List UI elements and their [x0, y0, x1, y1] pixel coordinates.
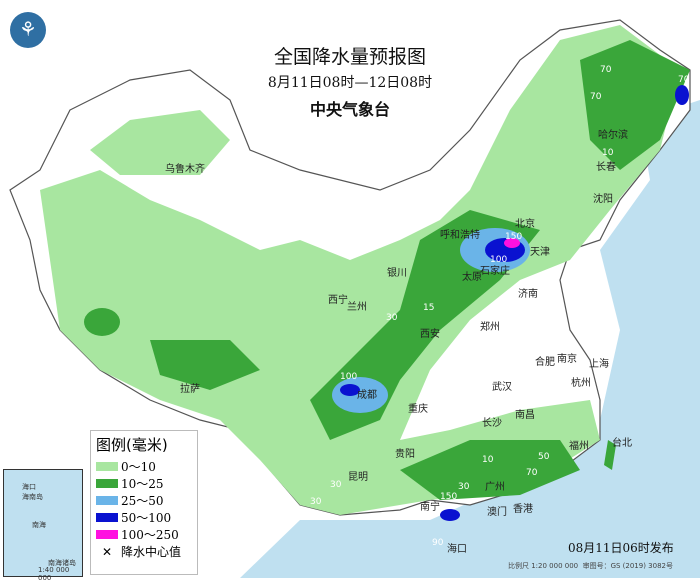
- cma-logo: ⚘: [10, 12, 46, 48]
- inset-label: 海南岛: [22, 493, 43, 501]
- rain-center-value: 70: [590, 92, 602, 102]
- legend-swatch: [96, 530, 118, 539]
- rain-center-value: 100: [340, 372, 358, 382]
- legend-label: 降水中心值: [121, 545, 182, 559]
- rain-0-10-north: [90, 110, 230, 175]
- rain-center-value: 15: [423, 303, 435, 313]
- rain-50-100-sc: [340, 384, 360, 396]
- legend-title: 图例(毫米): [96, 436, 168, 454]
- city-label: 兰州: [347, 302, 367, 313]
- rain-center-value: 50: [538, 452, 550, 462]
- city-label: 乌鲁木齐: [165, 164, 205, 175]
- legend-label: 100～250: [121, 528, 179, 542]
- city-label: 上海: [589, 359, 609, 370]
- legend-item: 50～100: [96, 509, 192, 526]
- legend-swatch: [96, 479, 118, 488]
- rain-center-value: 30: [330, 480, 342, 490]
- legend-swatch: [96, 496, 118, 505]
- approval-number: 审图号：GS (2019) 3082号: [582, 562, 673, 570]
- city-label: 北京: [515, 219, 535, 230]
- city-label: 澳门: [487, 507, 507, 518]
- inset-label: 海口: [22, 483, 36, 491]
- legend-item: 100～250: [96, 526, 192, 543]
- legend-item: 25～50: [96, 492, 192, 509]
- city-label: 南宁: [420, 502, 440, 513]
- city-label: 郑州: [480, 322, 500, 333]
- rain-center-value: 100: [490, 255, 508, 265]
- rain-center-value: 150: [505, 232, 523, 242]
- scale-approval: 比例尺 1:20 000 000 审图号：GS (2019) 3082号: [508, 561, 673, 571]
- south-china-sea-inset: 海口 海南岛 南海 南海诸岛 1:40 000 000: [3, 469, 83, 582]
- legend-item: 0～10: [96, 458, 192, 475]
- legend-label: 50～100: [121, 511, 172, 525]
- rain-center-value: 90: [432, 538, 444, 548]
- rain-center-value: 70: [600, 65, 612, 75]
- city-label: 沈阳: [593, 194, 613, 205]
- city-label: 南京: [557, 354, 577, 365]
- city-label: 天津: [530, 247, 550, 258]
- city-label: 昆明: [348, 472, 368, 483]
- legend-swatch: [96, 513, 118, 522]
- city-label: 武汉: [492, 382, 512, 393]
- rain-center-value: 30: [386, 313, 398, 323]
- rain-center-value: 10: [602, 148, 614, 158]
- rain-center-value: 70: [678, 75, 690, 85]
- legend: 图例(毫米) 0～10 10～25 25～50 50～100 100～250 ✕ 降水中心…: [90, 430, 198, 575]
- rain-50-100-ne: [675, 85, 689, 105]
- legend-label: 0～10: [121, 460, 156, 474]
- city-label: 贵阳: [395, 449, 415, 460]
- city-label: 呼和浩特: [440, 230, 480, 241]
- rain-10-25-tibet: [150, 340, 260, 390]
- rain-0-10: [40, 25, 680, 515]
- issuer: 中央气象台: [309, 100, 390, 119]
- inset-label: 1:40 000 000: [38, 566, 70, 582]
- forecast-period: 8月11日08时—12日08时: [267, 75, 433, 91]
- rain-center-value: 70: [526, 468, 538, 478]
- rain-center-value: 10: [482, 455, 494, 465]
- city-label: 南昌: [515, 410, 535, 421]
- city-label: 拉萨: [180, 384, 200, 395]
- rain-10-25-south: [400, 440, 580, 500]
- city-label: 台北: [612, 438, 632, 449]
- inset-label: 南海: [32, 521, 46, 529]
- x-mark-icon: ✕: [101, 544, 113, 559]
- rain-center-value: 150: [440, 492, 458, 502]
- rain-center-value: 30: [458, 482, 470, 492]
- legend-item-center: ✕ 降水中心值: [96, 543, 192, 560]
- rain-50-100-south: [440, 509, 460, 521]
- city-label: 成都: [357, 390, 377, 401]
- city-label: 合肥: [535, 357, 555, 368]
- sea: [240, 100, 700, 578]
- city-label: 杭州: [571, 378, 591, 389]
- city-label: 长春: [596, 162, 616, 173]
- legend-label: 10～25: [121, 477, 164, 491]
- city-label: 哈尔滨: [598, 130, 628, 141]
- scale: 比例尺 1:20 000 000: [508, 562, 579, 570]
- legend-item: 10～25: [96, 475, 192, 492]
- legend-label: 25～50: [121, 494, 164, 508]
- city-label: 长沙: [482, 418, 502, 429]
- city-label: 广州: [485, 482, 505, 493]
- city-label: 银川: [387, 268, 407, 279]
- city-label: 海口: [447, 544, 467, 555]
- city-label: 福州: [569, 441, 589, 452]
- city-label: 重庆: [408, 404, 428, 415]
- taiwan: [604, 440, 616, 470]
- inset-label: 南海诸岛: [48, 559, 76, 567]
- rain-10-25-ne: [580, 40, 690, 170]
- city-label: 西安: [420, 329, 440, 340]
- rain-10-25-west: [84, 308, 120, 336]
- map-title: 全国降水量预报图: [273, 46, 426, 68]
- rain-100-250-north: [504, 238, 520, 248]
- city-label: 西宁: [328, 295, 348, 306]
- legend-swatch: [96, 462, 118, 471]
- issue-time: 08月11日06时发布: [568, 541, 674, 555]
- city-label: 太原: [462, 272, 482, 283]
- city-label: 香港: [513, 504, 533, 515]
- rain-center-value: 30: [310, 497, 322, 507]
- city-label: 济南: [518, 289, 538, 300]
- city-label: 石家庄: [480, 266, 510, 277]
